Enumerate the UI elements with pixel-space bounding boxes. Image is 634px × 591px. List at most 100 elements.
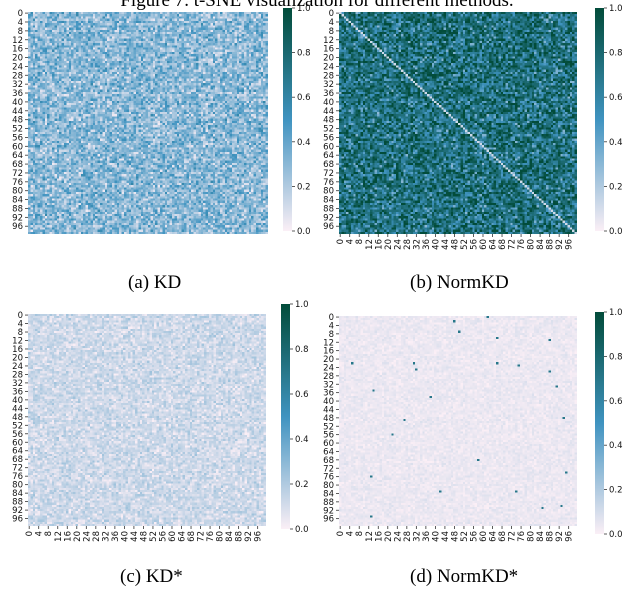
x-tick-label: 48 xyxy=(450,239,460,250)
colorbar xyxy=(595,312,604,534)
y-tick-label: 16 xyxy=(323,45,334,55)
colorbar-tick-label: 0.4 xyxy=(295,435,309,445)
x-tick-label: 84 xyxy=(225,531,235,542)
x-tick-label: 44 xyxy=(130,531,140,542)
colorbar-tick-label: 0.0 xyxy=(609,227,623,237)
y-tick-label: 80 xyxy=(12,187,23,197)
y-tick-label: 96 xyxy=(12,515,23,525)
colorbar xyxy=(281,304,290,529)
y-tick-label: 56 xyxy=(323,133,334,143)
heatmap-panel-normkd: 0 4 8 12 16 20 24 28 32 36 40 44 48 52 56 60 64 68 72 76 80 8… xyxy=(317,0,634,295)
y-tick-label: 44 xyxy=(12,107,23,117)
y-tick-label: 80 xyxy=(323,481,334,491)
y-tick-label: 68 xyxy=(323,160,334,170)
x-tick-label: 64 xyxy=(489,531,499,542)
x-tick-label: 64 xyxy=(489,239,499,250)
y-tick-label: 52 xyxy=(323,422,334,432)
colorbar-tick-label: 0.6 xyxy=(609,397,623,407)
x-tick-label: 32 xyxy=(101,531,111,542)
y-tick-label: 56 xyxy=(12,430,23,440)
x-tick-label: 0 xyxy=(336,239,346,244)
y-tick-label: 28 xyxy=(12,370,23,380)
x-tick-label: 52 xyxy=(149,531,159,542)
y-tick-label: 40 xyxy=(323,397,334,407)
x-tick-label: 60 xyxy=(479,239,489,250)
x-tick-label: 28 xyxy=(403,531,413,542)
y-tick-label: 76 xyxy=(12,178,23,188)
x-tick-label: 44 xyxy=(441,531,451,542)
x-tick-label: 60 xyxy=(168,531,178,542)
x-tick-label: 0 xyxy=(25,531,35,536)
x-tick-label: 12 xyxy=(54,531,64,542)
y-tick-label: 52 xyxy=(12,125,23,135)
y-tick-label: 48 xyxy=(12,413,23,423)
y-tick-label: 16 xyxy=(12,45,23,55)
x-tick-label: 88 xyxy=(546,531,556,542)
colorbar-tick-label: 0.8 xyxy=(609,49,623,59)
y-tick-label: 52 xyxy=(323,125,334,135)
y-tick-label: 96 xyxy=(323,222,334,232)
heatmap-normkd-star: 0481216202428323640444852566064687276808… xyxy=(323,308,623,542)
x-tick-label: 24 xyxy=(393,239,403,250)
y-tick-label: 88 xyxy=(12,204,23,214)
colorbar-tick-label: 0.0 xyxy=(295,525,309,535)
x-tick-label: 92 xyxy=(555,531,565,542)
y-tick-label: 40 xyxy=(12,98,23,108)
x-tick-label: 4 xyxy=(346,239,356,244)
y-tick-label: 84 xyxy=(12,196,23,206)
colorbar-tick-label: 0.2 xyxy=(609,182,623,192)
x-tick-label: 8 xyxy=(355,531,365,536)
x-tick-label: 96 xyxy=(254,531,264,542)
y-tick-label: 60 xyxy=(323,142,334,152)
x-tick-label: 40 xyxy=(120,531,130,542)
x-tick-label: 96 xyxy=(565,531,575,542)
y-tick-label: 20 xyxy=(323,355,334,365)
heatmap-panel-kd: 0 4 8 12 16 20 24 28 32 36 40 44 48 52 56 60 64 68 72 76 80 8… xyxy=(0,0,317,295)
colorbar-tick-label: 0.8 xyxy=(609,352,623,362)
y-tick-label: 4 xyxy=(329,321,334,331)
x-tick-label: 8 xyxy=(44,531,54,536)
y-tick-label: 36 xyxy=(12,387,23,397)
colorbar xyxy=(595,8,604,231)
x-tick-label: 48 xyxy=(139,531,149,542)
y-tick-label: 72 xyxy=(12,169,23,179)
caption-normkd: (b) NormKD xyxy=(410,272,509,294)
x-tick-label: 0 xyxy=(336,531,346,536)
y-tick-label: 0 xyxy=(18,9,23,19)
y-tick-label: 8 xyxy=(329,27,334,37)
x-tick-label: 92 xyxy=(244,531,254,542)
y-tick-label: 48 xyxy=(323,414,334,424)
heatmap-panel-normkd-star: 0 4 8 12 16 20 24 28 32 36 40 44 48 52 56 60 64 68 72 76 80 8… xyxy=(317,296,634,591)
y-tick-label: 68 xyxy=(12,455,23,465)
y-tick-label: 84 xyxy=(323,489,334,499)
x-tick-label: 40 xyxy=(431,531,441,542)
x-tick-label: 8 xyxy=(355,239,365,244)
colorbar-tick-label: 0.8 xyxy=(297,49,311,59)
x-tick-label: 56 xyxy=(469,531,479,542)
x-tick-label: 52 xyxy=(460,531,470,542)
colorbar-tick-label: 0.8 xyxy=(295,345,309,355)
y-tick-label: 84 xyxy=(12,489,23,499)
x-tick-label: 84 xyxy=(536,531,546,542)
x-tick-label: 64 xyxy=(178,531,188,542)
x-tick-label: 52 xyxy=(460,239,470,250)
colorbar-tick-label: 0.6 xyxy=(609,93,623,103)
y-tick-label: 80 xyxy=(323,187,334,197)
y-tick-label: 72 xyxy=(12,464,23,474)
y-tick-label: 44 xyxy=(12,404,23,414)
colorbar-tick-label: 0.2 xyxy=(609,486,623,496)
y-tick-label: 56 xyxy=(12,133,23,143)
x-tick-label: 36 xyxy=(111,531,121,542)
y-tick-label: 32 xyxy=(323,380,334,390)
y-tick-label: 0 xyxy=(18,311,23,321)
y-tick-label: 96 xyxy=(323,515,334,525)
y-tick-label: 28 xyxy=(323,372,334,382)
y-tick-label: 32 xyxy=(323,80,334,90)
x-tick-label: 80 xyxy=(527,531,537,542)
y-tick-label: 16 xyxy=(323,347,334,357)
y-tick-label: 56 xyxy=(323,431,334,441)
caption-kd-star: (c) KD* xyxy=(120,566,183,588)
y-tick-label: 0 xyxy=(329,9,334,19)
y-tick-label: 32 xyxy=(12,379,23,389)
x-tick-label: 12 xyxy=(365,239,375,250)
